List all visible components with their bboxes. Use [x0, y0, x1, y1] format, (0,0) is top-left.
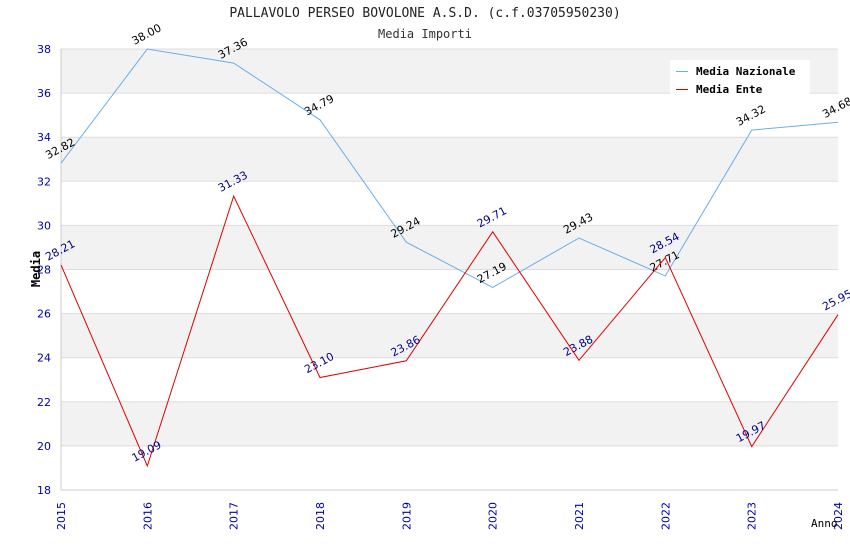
- x-tick-label: 2022: [659, 502, 672, 530]
- y-tick-label: 28: [37, 264, 51, 277]
- y-tick-label: 34: [37, 131, 51, 144]
- x-axis-label: Anno: [811, 517, 838, 530]
- grid-band: [61, 137, 838, 182]
- y-tick-label: 20: [37, 440, 51, 453]
- data-label-nazionale: 38.00: [130, 21, 164, 47]
- legend-swatch-ente: [676, 89, 688, 90]
- chart-subtitle: Media Importi: [378, 27, 472, 41]
- x-tick-label: 2020: [487, 502, 500, 530]
- y-tick-label: 30: [37, 219, 51, 232]
- x-tick-label: 2018: [314, 502, 327, 530]
- legend-label-ente: Media Ente: [696, 83, 763, 96]
- grid-band: [61, 225, 838, 270]
- x-tick-label: 2019: [400, 502, 413, 530]
- y-tick-label: 36: [37, 87, 51, 100]
- data-label-nazionale: 34.68: [820, 95, 850, 121]
- legend-swatch-nazionale: [676, 71, 688, 72]
- y-tick-label: 24: [37, 352, 51, 365]
- data-label-nazionale: 34.79: [302, 92, 336, 118]
- y-tick-label: 38: [37, 43, 51, 56]
- grid-band: [61, 313, 838, 358]
- x-tick-label: 2021: [573, 502, 586, 530]
- y-axis-label: Media: [29, 250, 44, 288]
- x-tick-label: 2015: [55, 502, 68, 530]
- legend-label-nazionale: Media Nazionale: [696, 65, 796, 78]
- x-tick-label: 2016: [141, 502, 154, 530]
- x-tick-label: 2023: [746, 502, 759, 530]
- x-tick-label: 2024: [832, 502, 845, 530]
- y-tick-label: 18: [37, 484, 51, 497]
- y-tick-label: 22: [37, 396, 51, 409]
- legend: Media Nazionale Media Ente: [670, 60, 810, 98]
- data-label-nazionale: 34.32: [734, 103, 768, 129]
- x-tick-label: 2017: [228, 502, 241, 530]
- grid-band: [61, 401, 838, 446]
- chart-title: PALLAVOLO PERSEO BOVOLONE A.S.D. (c.f.03…: [229, 6, 621, 21]
- series-line-ente: [60, 194, 839, 468]
- y-tick-label: 26: [37, 308, 51, 321]
- y-tick-label: 32: [37, 175, 51, 188]
- data-label-ente: 25.95: [820, 287, 850, 313]
- series-line-nazionale: [60, 48, 839, 288]
